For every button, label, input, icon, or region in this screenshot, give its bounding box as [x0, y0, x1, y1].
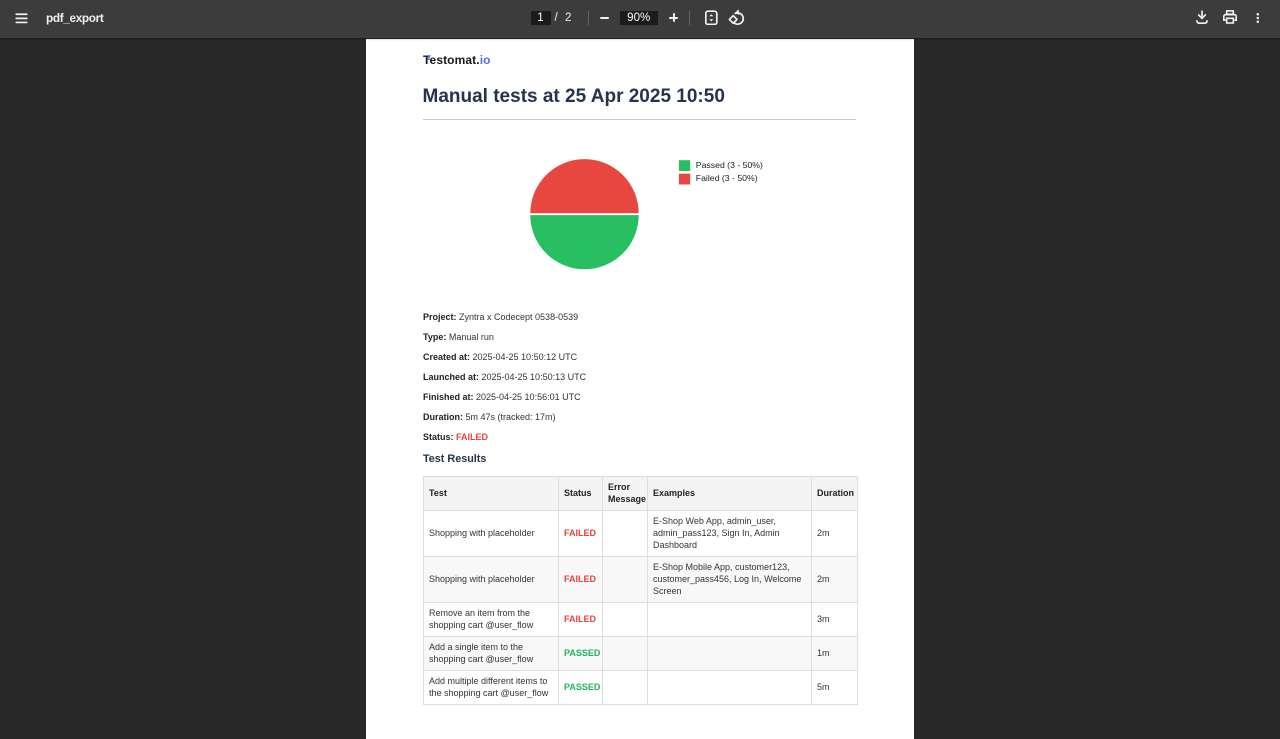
svg-text:Passed (3 - 50%): Passed (3 - 50%) — [696, 160, 763, 170]
svg-text:Failed (3 - 50%): Failed (3 - 50%) — [696, 173, 758, 183]
